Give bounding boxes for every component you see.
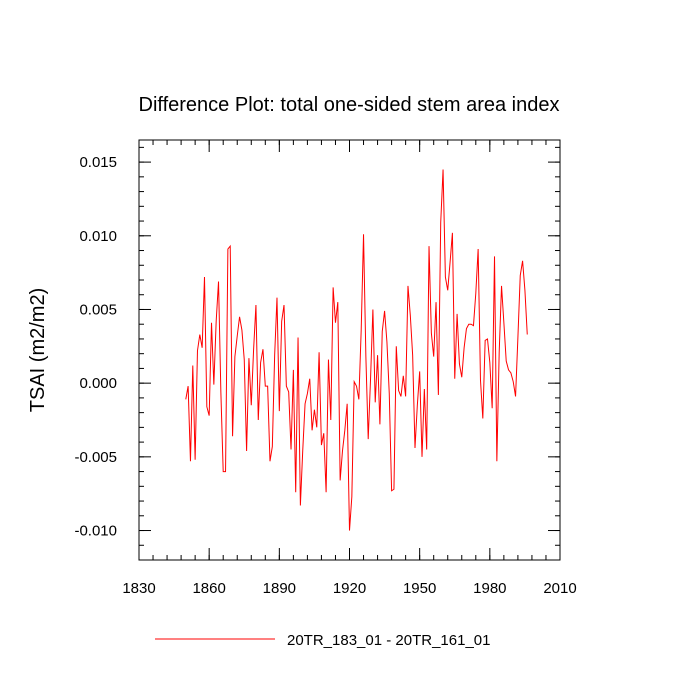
y-tick-label: -0.010 [74, 523, 117, 540]
y-axis-title: TSAI (m2/m2) [27, 288, 49, 412]
legend: 20TR_183_01 - 20TR_161_01 [155, 632, 490, 649]
x-tick-labels: 1830 1860 1890 1920 1950 1980 2010 [122, 580, 576, 597]
plot-frame [138, 139, 561, 561]
chart-title: Difference Plot: total one-sided stem ar… [139, 94, 560, 116]
x-tick-label: 1860 [192, 580, 225, 597]
y-tick-label: 0.010 [79, 228, 117, 245]
y-tick-label: 0.015 [79, 154, 117, 171]
major-ticks [138, 140, 561, 560]
x-tick-label: 1920 [333, 580, 366, 597]
series-line [185, 169, 528, 531]
legend-label: 20TR_183_01 - 20TR_161_01 [287, 632, 490, 649]
minor-ticks [138, 140, 561, 561]
series-group [185, 169, 528, 531]
x-tick-label: 1950 [403, 580, 436, 597]
x-tick-label: 1890 [263, 580, 296, 597]
y-tick-label: -0.005 [74, 449, 117, 466]
y-tick-label: 0.000 [79, 375, 117, 392]
x-tick-label: 2010 [543, 580, 576, 597]
y-tick-labels: -0.010 -0.005 0.000 0.005 0.010 0.015 [74, 154, 117, 539]
plot-frame-border [138, 139, 561, 561]
x-tick-label: 1980 [473, 580, 506, 597]
x-tick-label: 1830 [122, 580, 155, 597]
y-tick-label: 0.005 [79, 301, 117, 318]
